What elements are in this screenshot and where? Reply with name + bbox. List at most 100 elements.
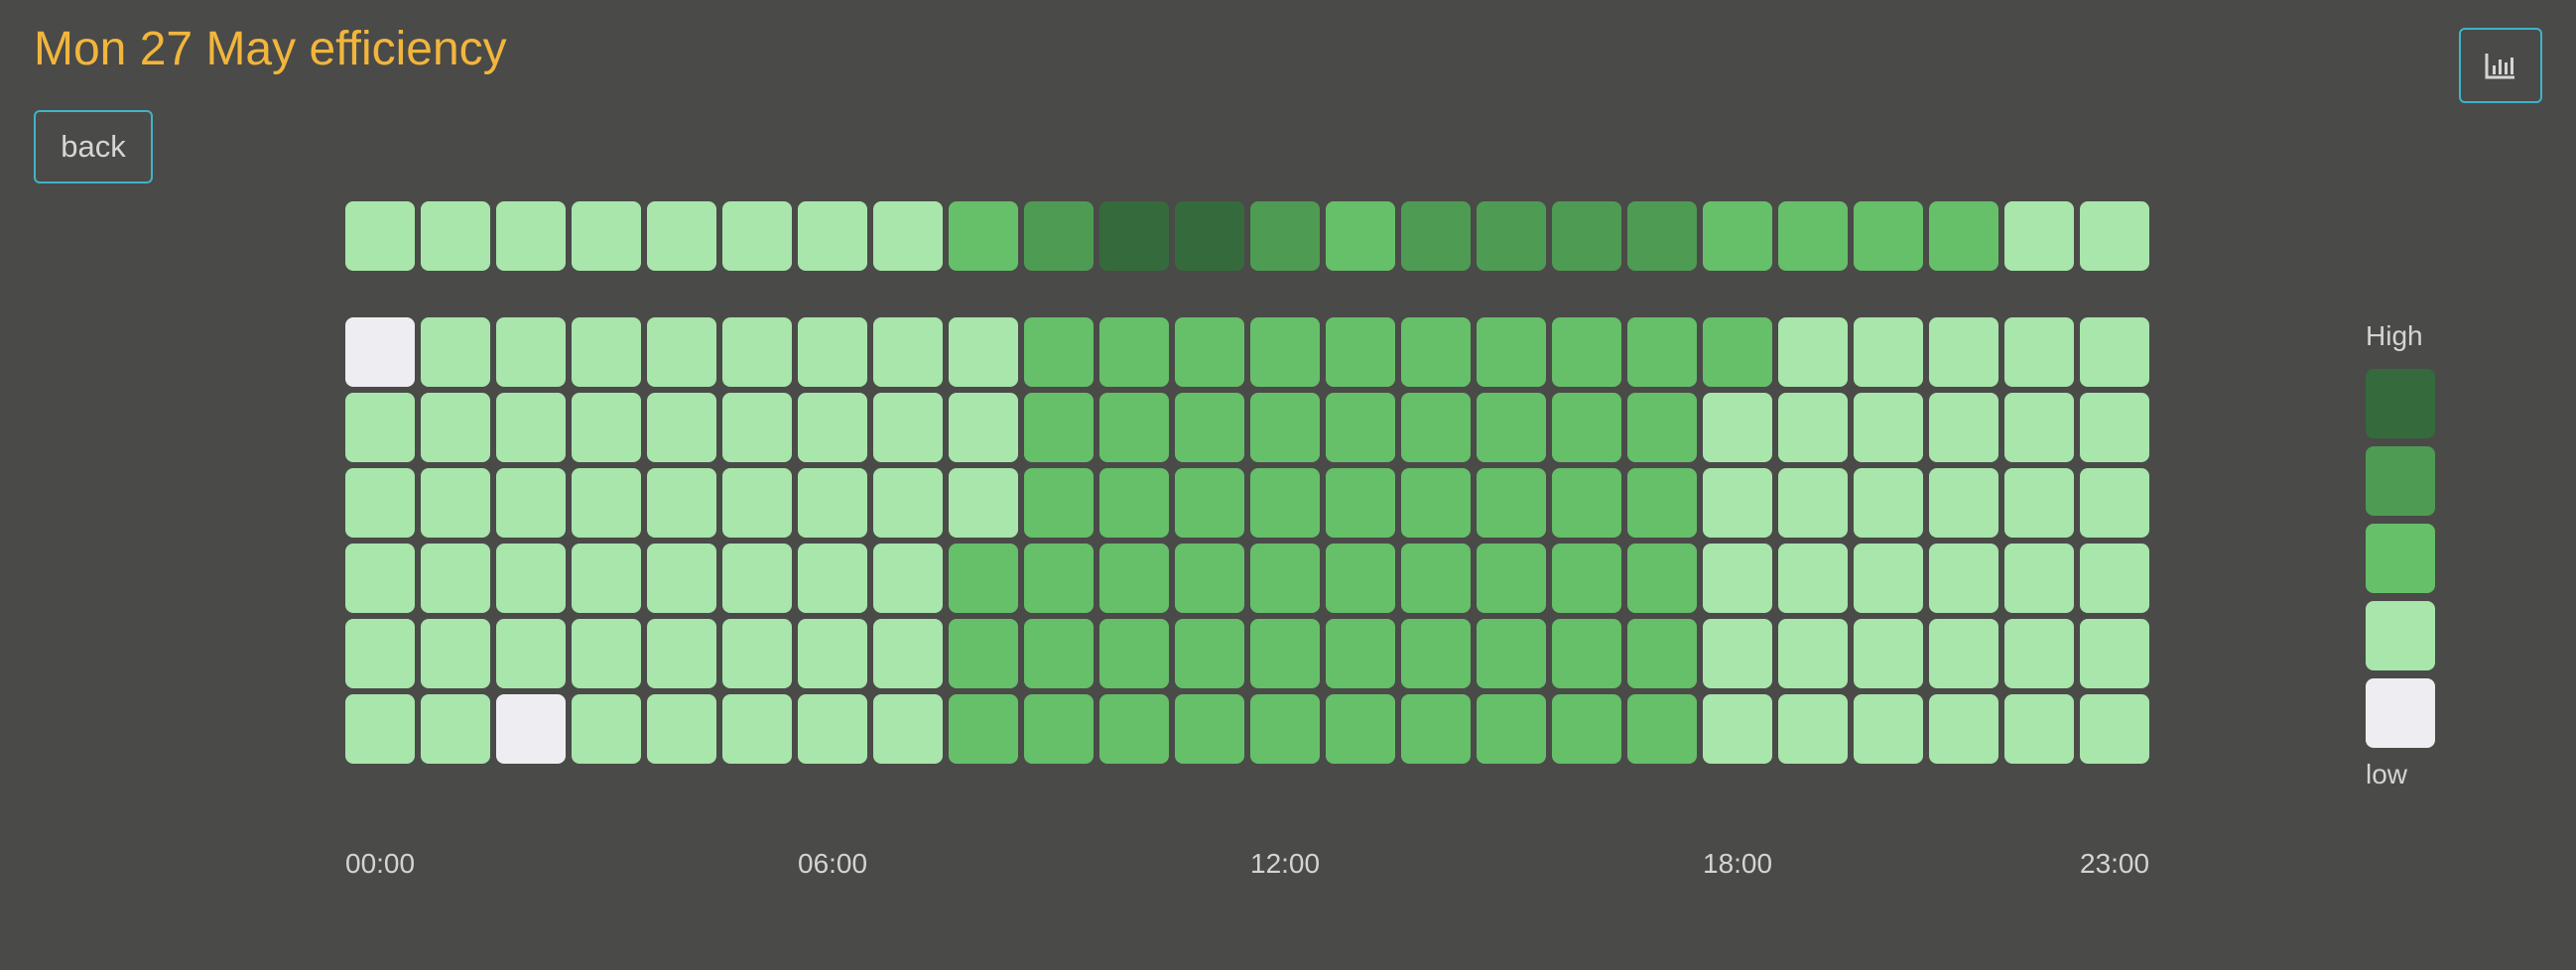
heatmap-cell (1477, 619, 1546, 688)
legend-swatch (2366, 446, 2435, 516)
legend-low-label: low (2366, 759, 2408, 789)
legend-swatch (2366, 369, 2435, 438)
heatmap-cell (1552, 694, 1621, 764)
heatmap-cell (1175, 619, 1244, 688)
x-axis-ticks: 00:00 06:00 12:00 18:00 23:00 (345, 848, 2149, 879)
x-tick-label: 23:00 (2080, 848, 2149, 879)
heatmap-cell (421, 468, 490, 538)
heatmap-cell (1326, 694, 1395, 764)
heatmap-cell (496, 694, 566, 764)
heatmap-cell (798, 317, 867, 387)
heatmap-cell (1552, 393, 1621, 462)
summary-cell (722, 201, 792, 271)
summary-cell (1627, 201, 1697, 271)
heatmap-cell (496, 468, 566, 538)
heatmap-cell (1778, 317, 1848, 387)
summary-row (345, 201, 2149, 271)
heatmap-cell (1099, 317, 1169, 387)
heatmap-cell (1099, 393, 1169, 462)
heatmap-cell (1854, 317, 1923, 387)
heatmap-cell (798, 393, 867, 462)
page-title: Mon 27 May efficiency (34, 23, 507, 75)
heatmap-cell (722, 544, 792, 613)
heatmap-cell (1326, 468, 1395, 538)
heatmap-cell (1099, 544, 1169, 613)
heatmap-cell (949, 694, 1018, 764)
heatmap-cell (1627, 393, 1697, 462)
heatmap-cell (873, 619, 943, 688)
heatmap-cell (949, 619, 1018, 688)
heatmap-cell (1326, 317, 1395, 387)
summary-cell (1703, 201, 1772, 271)
heatmap-cell (1401, 468, 1471, 538)
summary-cell (1175, 201, 1244, 271)
summary-cell (1552, 201, 1621, 271)
heatmap-cell (1854, 468, 1923, 538)
heatmap-cell (1099, 694, 1169, 764)
x-tick-label: 12:00 (1250, 848, 1320, 879)
heatmap-cell (1627, 468, 1697, 538)
heatmap-cell (1703, 317, 1772, 387)
heatmap-cell (1627, 694, 1697, 764)
heatmap-cell (1854, 694, 1923, 764)
heatmap-cell (496, 544, 566, 613)
heatmap-cell (873, 468, 943, 538)
heatmap-cell (1778, 694, 1848, 764)
heatmap-cell (1099, 468, 1169, 538)
heatmap-cell (2080, 317, 2149, 387)
heatmap-cell (1326, 393, 1395, 462)
heatmap-cell (421, 694, 490, 764)
heatmap-cell (572, 317, 641, 387)
heatmap-cell (722, 619, 792, 688)
heatmap-cell (1250, 619, 1320, 688)
heatmap-cell (1477, 544, 1546, 613)
heatmap-cell (345, 619, 415, 688)
heatmap-cell (496, 619, 566, 688)
heatmap-cell (1627, 544, 1697, 613)
heatmap-cell (2080, 619, 2149, 688)
heatmap-cell (873, 544, 943, 613)
heatmap-cell (1929, 544, 1998, 613)
chart-view-button[interactable] (2459, 28, 2542, 103)
heatmap-cell (2080, 393, 2149, 462)
heatmap-cell (798, 544, 867, 613)
summary-cell (1778, 201, 1848, 271)
heatmap-cell (1099, 619, 1169, 688)
heatmap-cell (421, 619, 490, 688)
heatmap-cell (1175, 694, 1244, 764)
heatmap-cell (1552, 317, 1621, 387)
heatmap-cell (421, 393, 490, 462)
heatmap-cell (1854, 544, 1923, 613)
heatmap-cell (1778, 619, 1848, 688)
summary-cell (1401, 201, 1471, 271)
heatmap-cell (2004, 694, 2074, 764)
heatmap-cell (647, 694, 716, 764)
summary-cell (1477, 201, 1546, 271)
summary-cell (647, 201, 716, 271)
heatmap-cell (647, 468, 716, 538)
heatmap-cell (572, 393, 641, 462)
heatmap-cell (1703, 694, 1772, 764)
heatmap-cell (345, 393, 415, 462)
heatmap-cell (421, 317, 490, 387)
heatmap-cell (345, 694, 415, 764)
heatmap-cell (1401, 694, 1471, 764)
heatmap-cell (1326, 544, 1395, 613)
x-tick-label: 18:00 (1703, 848, 1772, 879)
heatmap-cell (572, 544, 641, 613)
heatmap-cell (1477, 694, 1546, 764)
back-button[interactable]: back (34, 110, 153, 183)
heatmap-cell (1477, 393, 1546, 462)
heatmap-cell (1175, 317, 1244, 387)
heatmap-cell (1703, 468, 1772, 538)
heatmap-cell (1175, 544, 1244, 613)
heatmap-cell (1477, 468, 1546, 538)
heatmap-cell (722, 468, 792, 538)
summary-cell (1854, 201, 1923, 271)
heatmap-cell (345, 317, 415, 387)
heatmap-cell (949, 393, 1018, 462)
summary-cell (2004, 201, 2074, 271)
legend-swatch (2366, 524, 2435, 593)
summary-cell (798, 201, 867, 271)
heatmap-cell (798, 619, 867, 688)
